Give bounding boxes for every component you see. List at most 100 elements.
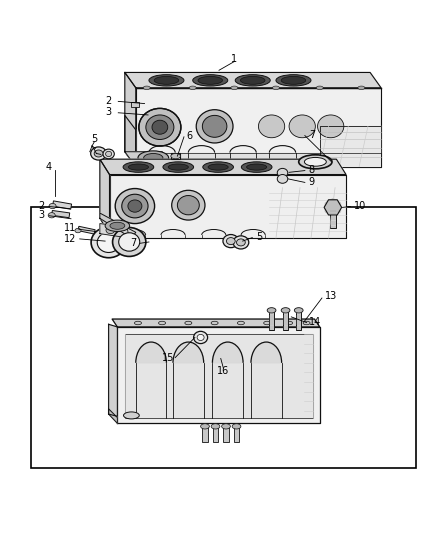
Ellipse shape [110, 222, 125, 229]
Ellipse shape [75, 229, 81, 233]
Ellipse shape [177, 196, 199, 215]
Ellipse shape [123, 162, 154, 172]
Ellipse shape [299, 155, 332, 169]
Ellipse shape [198, 76, 223, 84]
Ellipse shape [185, 321, 192, 325]
Ellipse shape [267, 308, 276, 313]
Ellipse shape [235, 75, 270, 86]
Ellipse shape [286, 321, 293, 325]
Ellipse shape [211, 321, 218, 325]
Text: 5: 5 [91, 134, 97, 144]
Text: 7: 7 [309, 130, 315, 140]
Ellipse shape [149, 75, 184, 86]
Ellipse shape [247, 164, 267, 170]
Ellipse shape [223, 235, 239, 248]
Polygon shape [125, 152, 175, 167]
Polygon shape [173, 342, 204, 363]
Bar [78, 227, 95, 234]
Ellipse shape [163, 162, 194, 172]
Ellipse shape [146, 115, 174, 140]
Ellipse shape [106, 151, 112, 157]
Bar [171, 154, 180, 159]
Ellipse shape [277, 174, 288, 183]
Ellipse shape [281, 308, 290, 313]
Polygon shape [136, 154, 381, 167]
Polygon shape [136, 88, 381, 167]
Polygon shape [333, 199, 340, 207]
Ellipse shape [226, 238, 235, 245]
Ellipse shape [272, 86, 279, 90]
Ellipse shape [124, 412, 139, 419]
Ellipse shape [144, 154, 163, 162]
Text: 11: 11 [64, 223, 76, 233]
Ellipse shape [159, 321, 166, 325]
Ellipse shape [168, 164, 188, 170]
Ellipse shape [105, 220, 130, 231]
Polygon shape [125, 72, 136, 167]
Bar [53, 201, 71, 209]
Bar [296, 310, 301, 330]
Text: 7: 7 [131, 238, 137, 248]
Ellipse shape [143, 86, 150, 90]
Polygon shape [117, 327, 320, 423]
Ellipse shape [106, 227, 115, 233]
Bar [223, 426, 229, 442]
Ellipse shape [241, 162, 272, 172]
Ellipse shape [303, 321, 310, 325]
Bar [131, 102, 139, 107]
Ellipse shape [294, 308, 303, 313]
Ellipse shape [289, 115, 315, 138]
Polygon shape [325, 199, 333, 207]
Ellipse shape [128, 164, 148, 170]
Ellipse shape [316, 86, 323, 90]
Ellipse shape [264, 321, 271, 325]
Polygon shape [333, 203, 340, 212]
Ellipse shape [304, 157, 326, 166]
Ellipse shape [193, 75, 228, 86]
Ellipse shape [277, 168, 288, 177]
Ellipse shape [171, 154, 180, 159]
Polygon shape [125, 334, 313, 418]
Ellipse shape [134, 321, 141, 325]
Polygon shape [333, 207, 340, 216]
Ellipse shape [281, 76, 306, 84]
Polygon shape [212, 342, 243, 363]
Polygon shape [251, 342, 282, 363]
Ellipse shape [276, 75, 311, 86]
Ellipse shape [152, 120, 168, 134]
Text: 4: 4 [46, 162, 52, 172]
Ellipse shape [318, 115, 344, 138]
Text: 16: 16 [217, 366, 230, 376]
Bar [202, 426, 208, 442]
Bar [52, 211, 70, 217]
Text: 15: 15 [162, 353, 175, 364]
Ellipse shape [258, 115, 285, 138]
Polygon shape [320, 126, 381, 167]
Ellipse shape [154, 76, 179, 84]
Ellipse shape [197, 334, 204, 341]
Polygon shape [109, 409, 117, 423]
Text: 5: 5 [256, 232, 262, 242]
Polygon shape [136, 342, 166, 363]
Polygon shape [109, 324, 117, 416]
Text: 13: 13 [325, 291, 338, 301]
Bar [283, 310, 288, 330]
Ellipse shape [196, 110, 233, 143]
Ellipse shape [240, 76, 265, 84]
Ellipse shape [232, 424, 241, 429]
Ellipse shape [122, 194, 148, 218]
Ellipse shape [237, 321, 244, 325]
Text: 8: 8 [309, 165, 315, 175]
Polygon shape [100, 159, 110, 233]
Ellipse shape [49, 204, 56, 209]
Polygon shape [325, 203, 333, 212]
Bar [330, 207, 336, 229]
Text: 12: 12 [64, 234, 76, 244]
Ellipse shape [208, 164, 228, 170]
Bar [269, 310, 274, 330]
Ellipse shape [128, 200, 142, 212]
Ellipse shape [139, 108, 181, 146]
Ellipse shape [233, 236, 249, 249]
Ellipse shape [201, 424, 209, 429]
Polygon shape [100, 213, 136, 238]
